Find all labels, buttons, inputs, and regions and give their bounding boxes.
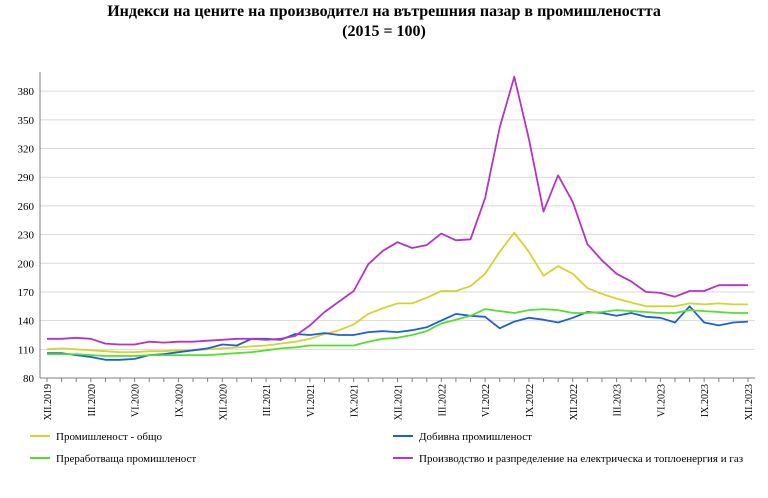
- gridlines: [40, 90, 755, 350]
- legend: Промишленост - общо Добивна промишленост П…: [30, 431, 743, 465]
- x-tick-label: XII.2021: [394, 384, 405, 420]
- x-tick-label: IX.2021: [350, 384, 361, 417]
- y-tick-label: 260: [18, 201, 35, 213]
- y-tick-label: 110: [18, 344, 35, 356]
- series-line-3: [47, 308, 748, 357]
- legend-label-1: Промишленост - общо: [56, 431, 163, 443]
- x-tick-label: XII.2020: [218, 384, 229, 420]
- series-lines: [46, 75, 749, 361]
- y-tick-label: 380: [18, 86, 35, 98]
- y-tick-label: 170: [18, 287, 35, 299]
- x-tick-label: VI.2023: [656, 384, 667, 417]
- x-tick-label: XII.2022: [569, 384, 580, 420]
- chart-title-main: Индекси на цените на производител на вът…: [107, 3, 661, 20]
- axes: 80 110 140 170 200 230 260 290 320 350 380 XII.2019…: [18, 72, 755, 420]
- x-tick-label: IX.2020: [174, 384, 185, 417]
- x-tick-label: XII.2019: [43, 384, 54, 420]
- y-tick-label: 80: [23, 373, 35, 385]
- legend-label-4: Производство и разпределение на електрич…: [419, 453, 743, 465]
- chart-subtitle: (2015 = 100): [342, 23, 426, 40]
- series-line-1: [46, 231, 748, 354]
- x-tick-label: IX.2022: [525, 384, 536, 417]
- legend-label-3: Преработваща промишленост: [56, 453, 196, 465]
- chart-title: Индекси на цените на производител на вът…: [0, 2, 768, 42]
- y-tick-label: 230: [18, 230, 35, 242]
- y-tick-label: 140: [18, 316, 35, 328]
- x-tick-label: VI.2021: [306, 384, 317, 417]
- x-tick-label: III.2020: [87, 384, 98, 417]
- x-tick-label: IX.2023: [700, 384, 711, 417]
- series-line-4: [47, 75, 748, 346]
- series-line-2: [47, 305, 749, 361]
- y-tick-label: 320: [18, 144, 35, 156]
- x-tick-label: III.2023: [613, 384, 624, 417]
- x-tick-label: VI.2022: [481, 384, 492, 417]
- x-tick-label: III.2022: [437, 384, 448, 417]
- y-tick-label: 350: [18, 115, 35, 127]
- x-tick-label: VI.2020: [131, 384, 142, 417]
- legend-label-2: Добивна промишленост: [419, 431, 532, 443]
- x-tick-label: XII.2023: [744, 384, 755, 420]
- x-tick-label: III.2021: [262, 384, 273, 417]
- y-tick-label: 290: [18, 172, 35, 184]
- y-tick-label: 200: [18, 258, 35, 270]
